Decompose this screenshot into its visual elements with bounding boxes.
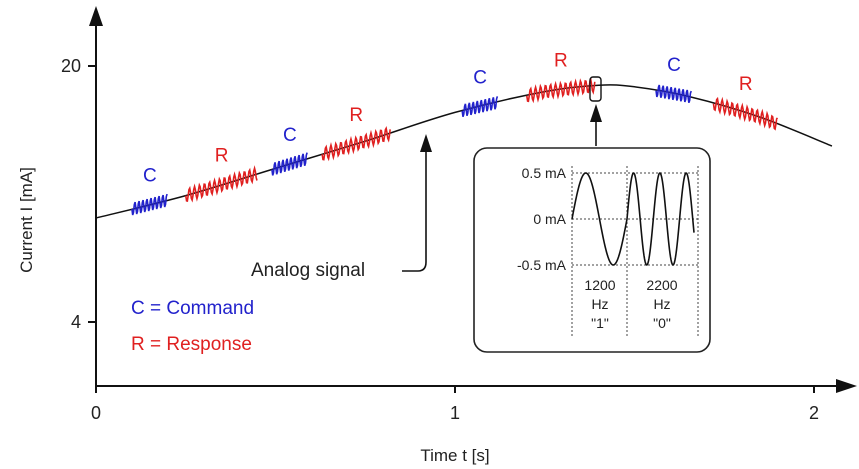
response-burst: R [712,74,779,131]
burst-label: C [143,166,157,187]
inset-unit-1200: Hz [591,296,608,312]
legend-response: R = Response [131,334,252,355]
inset-y-label-bottom: -0.5 mA [517,257,567,273]
burst-wave [655,84,692,104]
axes [89,6,857,393]
burst-wave [712,96,779,131]
zoom-marker [589,76,602,102]
annotation-arrowhead [420,134,432,152]
x-tick-label: 0 [91,403,101,423]
zoom-arrowhead [590,104,602,122]
burst-wave [131,193,168,216]
analog-signal-curve [95,84,833,219]
command-burst: C [655,55,692,104]
response-burst: R [321,105,391,162]
inset-waveform [571,172,695,266]
burst-label: R [215,146,229,167]
burst-wave [526,77,596,104]
inset-freq-1200: 1200 [584,277,615,293]
inset-grid [571,166,699,338]
inset-freq-2200: 2200 [646,277,677,293]
command-burst: C [461,68,499,117]
inset-bit-1: "1" [591,315,609,331]
y-tick-label: 20 [61,56,81,76]
response-burst: R [184,146,258,203]
burst-label: C [473,68,487,89]
zoom-inset: 0.5 mA 0 mA -0.5 mA 1200 Hz "1" 2200 Hz … [473,76,711,353]
x-axis-title: Time t [s] [420,446,489,465]
inset-bit-0: "0" [653,315,671,331]
y-axis-arrow [89,6,103,26]
analog-signal-label: Analog signal [251,260,365,281]
y-tick-label: 4 [71,312,81,332]
burst-label: R [349,105,363,126]
inset-box [473,147,711,353]
burst-wave [184,165,258,203]
x-tick-label: 1 [450,403,460,423]
analog-signal-annotation: Analog signal [251,134,432,281]
burst-label: R [554,51,568,72]
ticks: 0 1 2 4 20 [61,56,819,423]
inset-unit-2200: Hz [653,296,670,312]
legend: C = Command R = Response [131,298,254,355]
legend-command: C = Command [131,298,254,319]
response-burst: R [526,51,596,104]
burst-wave [461,96,499,117]
y-axis-title: Current I [mA] [17,167,36,273]
command-burst: C [131,166,168,216]
burst-label: C [667,55,681,76]
burst-label: C [283,125,297,146]
inset-y-label-mid: 0 mA [533,211,566,227]
burst-wave [321,125,391,162]
x-axis-arrow [836,379,857,393]
inset-y-label-top: 0.5 mA [522,165,567,181]
x-tick-label: 2 [809,403,819,423]
fsk-bursts: C R C R C R C R [131,51,779,216]
annotation-leader-line [402,150,427,272]
burst-wave [271,152,308,176]
command-burst: C [271,125,308,176]
burst-label: R [739,74,753,95]
